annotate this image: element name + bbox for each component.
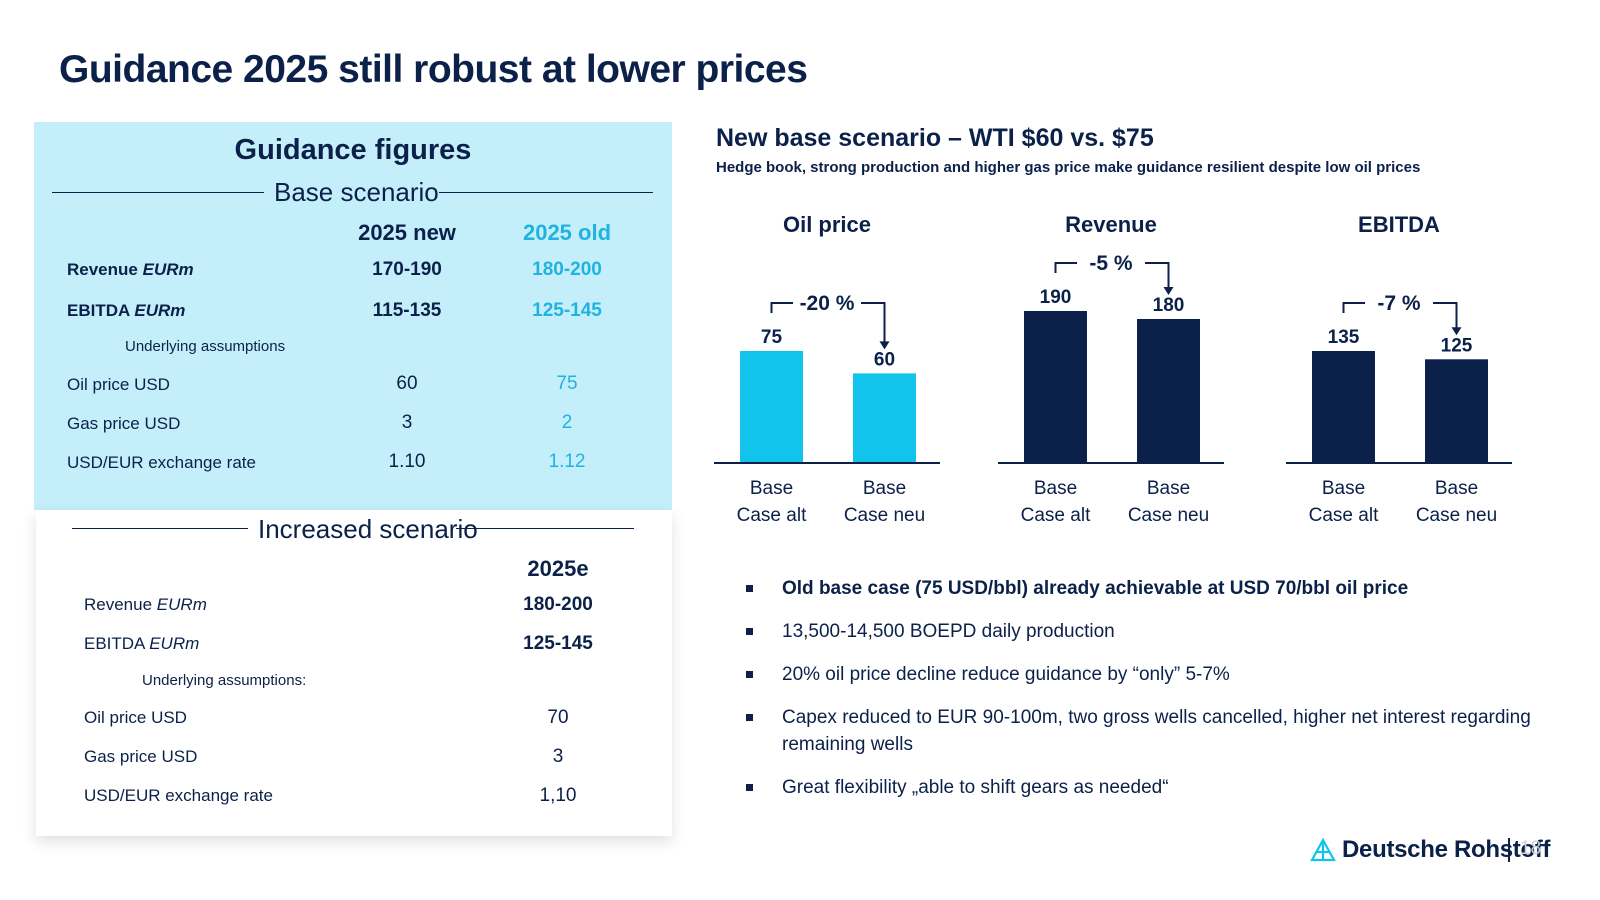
base-scenario-label: Base scenario: [274, 177, 439, 207]
divider-line: [456, 528, 634, 529]
oil-price-label: Oil price USD: [84, 708, 187, 727]
chart-title: Oil price: [783, 212, 871, 237]
guidance-heading: Guidance figures: [234, 134, 472, 166]
bullet-item: Old base case (75 USD/bbl) already achie…: [744, 575, 1544, 602]
fx-rate-label: USD/EUR exchange rate: [67, 453, 256, 472]
oil-price-label: Oil price USD: [67, 375, 170, 394]
bar: [1312, 351, 1375, 463]
divider-line: [52, 192, 264, 193]
data-label: 60: [874, 349, 895, 370]
data-label: 190: [1040, 287, 1072, 308]
row-label-ebitda: EBITDA EURm: [84, 634, 200, 653]
tick-label: Base: [750, 478, 793, 499]
row-label-revenue: Revenue EURm: [84, 595, 207, 614]
right-subtitle: Hedge book, strong production and higher…: [716, 159, 1421, 176]
bullet-square-icon: [746, 714, 753, 721]
change-bracket-left: [770, 302, 793, 313]
page-number: 18: [1520, 838, 1542, 859]
tick-label: Case neu: [1416, 505, 1497, 526]
ebitda-old-value: 125-145: [532, 300, 602, 321]
divider-line: [439, 192, 653, 193]
bar-charts: Oil price 75 Base Case alt 60 Base Case neu -20…: [714, 212, 1512, 526]
tick-label: Base: [1034, 478, 1077, 499]
footer-logo: Deutsche Rohstoff: [1310, 836, 1551, 864]
fx-rate-old: 1.12: [548, 451, 586, 472]
increased-oil-price: 70: [547, 707, 569, 728]
assumptions-label: Underlying assumptions: [125, 338, 286, 355]
assumptions-label: Underlying assumptions:: [142, 672, 307, 689]
tick-label: Base: [1435, 478, 1478, 499]
col-2025-new: 2025 new: [358, 220, 456, 245]
row-label-ebitda: EBITDA EURm: [67, 301, 186, 320]
change-bracket-right: [861, 302, 886, 344]
bullet-item: Great flexibility „able to shift gears a…: [744, 774, 1544, 801]
tick-label: Base: [863, 478, 906, 499]
col-2025-old: 2025 old: [522, 220, 612, 245]
increased-ebitda-value: 125-145: [523, 633, 593, 654]
change-label: -7 %: [1377, 292, 1421, 315]
data-label: 125: [1441, 335, 1473, 356]
bar: [853, 373, 916, 463]
bullet-square-icon: [746, 784, 753, 791]
bar: [1024, 311, 1087, 463]
bullet-square-icon: [746, 628, 753, 635]
change-bracket-right: [1145, 262, 1170, 289]
change-label: -20 %: [800, 292, 855, 315]
data-label: 135: [1328, 327, 1360, 348]
data-label: 75: [761, 327, 783, 348]
change-bracket-right: [1433, 302, 1458, 330]
chart-title: EBITDA: [1358, 212, 1440, 237]
col-2025e: 2025e: [527, 556, 589, 581]
gas-price-new: 3: [401, 412, 413, 433]
increased-fx-rate: 1,10: [539, 785, 577, 806]
down-arrow-icon: [1451, 327, 1462, 336]
increased-scenario-panel: Increased scenario 2025e Revenue EURm 18…: [36, 510, 672, 836]
gas-price-old: 2: [561, 412, 573, 433]
down-arrow-icon: [879, 341, 890, 350]
change-bracket-left: [1342, 302, 1365, 313]
right-title: New base scenario – WTI $60 vs. $75: [716, 124, 1154, 152]
bar: [740, 351, 803, 463]
divider-line: [72, 528, 248, 529]
bullet-square-icon: [746, 585, 753, 592]
revenue-old-value: 180-200: [532, 259, 602, 280]
tick-label: Case alt: [1021, 505, 1091, 526]
bullet-list: Old base case (75 USD/bbl) already achie…: [744, 575, 1544, 817]
brand-name: Deutsche Rohstoff: [1342, 836, 1551, 863]
row-label-revenue: Revenue EURm: [67, 260, 194, 279]
bar: [1425, 359, 1488, 463]
down-arrow-icon: [1163, 287, 1174, 295]
base-scenario-panel: Guidance figures Base scenario 2025 new …: [34, 122, 672, 510]
data-label: 180: [1153, 295, 1185, 316]
bar: [1137, 319, 1200, 463]
bullet-item: 13,500-14,500 BOEPD daily production: [744, 618, 1544, 645]
fx-rate-label: USD/EUR exchange rate: [84, 786, 273, 805]
revenue-new-value: 170-190: [372, 259, 442, 280]
page-title: Guidance 2025 still robust at lower pric…: [59, 48, 808, 91]
oil-price-old: 75: [556, 373, 578, 394]
tick-label: Base: [1322, 478, 1365, 499]
increased-scenario-label: Increased scenario: [258, 514, 478, 544]
gas-price-label: Gas price USD: [67, 414, 181, 433]
increased-gas-price: 3: [552, 746, 564, 767]
tick-label: Case neu: [1128, 505, 1209, 526]
increased-revenue-value: 180-200: [523, 594, 593, 615]
bullet-item: 20% oil price decline reduce guidance by…: [744, 661, 1544, 688]
gas-price-label: Gas price USD: [84, 747, 198, 766]
footer-separator: [1508, 838, 1510, 862]
tick-label: Case alt: [1309, 505, 1379, 526]
tick-label: Base: [1147, 478, 1190, 499]
change-label: -5 %: [1089, 252, 1133, 275]
oil-price-new: 60: [396, 373, 418, 394]
bullet-square-icon: [746, 671, 753, 678]
deutsche-rohstoff-logo-icon: [1310, 838, 1336, 862]
chart-title: Revenue: [1065, 212, 1157, 237]
fx-rate-new: 1.10: [388, 451, 426, 472]
change-bracket-left: [1054, 262, 1077, 273]
bullet-item: Capex reduced to EUR 90-100m, two gross …: [744, 704, 1544, 758]
ebitda-new-value: 115-135: [372, 300, 442, 321]
tick-label: Case alt: [737, 505, 807, 526]
tick-label: Case neu: [844, 505, 925, 526]
